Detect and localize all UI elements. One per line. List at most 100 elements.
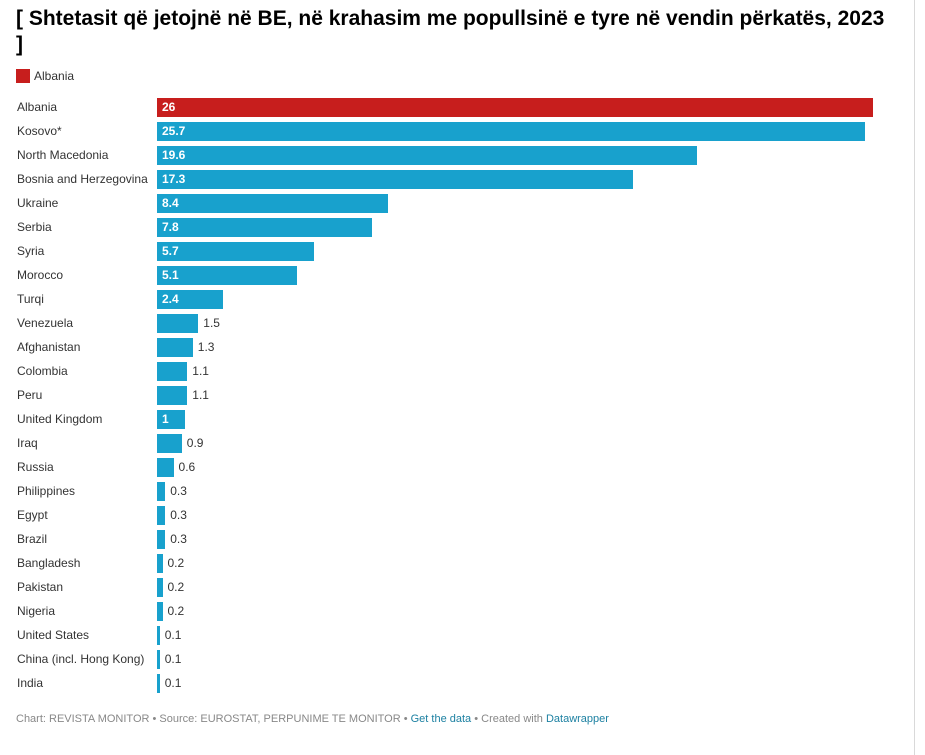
bar-row: Venezuela 1.5	[0, 311, 914, 335]
bar-row: Afghanistan 1.3	[0, 335, 914, 359]
value-label: 0.2	[167, 604, 185, 618]
footer-credit: Chart: REVISTA MONITOR	[16, 713, 150, 725]
category-label: Colombia	[17, 364, 68, 378]
bar	[157, 530, 166, 549]
value-label: 0.2	[167, 556, 185, 570]
category-label: Iraq	[17, 436, 38, 450]
value-label: 1.1	[192, 388, 209, 402]
bar	[157, 170, 634, 189]
bar-row: Peru 1.1	[0, 383, 914, 407]
value-label: 0.2	[167, 580, 185, 594]
bar	[157, 602, 163, 621]
bar	[157, 626, 160, 645]
category-label: Brazil	[17, 532, 48, 546]
bar	[157, 194, 389, 213]
bar	[157, 218, 372, 237]
bar-row: Serbia 7.8	[0, 215, 914, 239]
get-the-data-link[interactable]: Get the data	[410, 713, 472, 725]
bar-row: Iraq 0.9	[0, 431, 914, 455]
bar	[157, 146, 697, 165]
bar-row: Russia 0.6	[0, 455, 914, 479]
footer-separator: •	[149, 713, 160, 725]
bar	[157, 650, 160, 669]
value-label: 5.1	[162, 268, 179, 282]
category-label: Egypt	[17, 508, 48, 522]
value-label: 0.1	[164, 628, 182, 642]
value-label: 25.7	[162, 124, 186, 138]
bar-row: Colombia 1.1	[0, 359, 914, 383]
bar	[157, 242, 314, 261]
bar	[157, 290, 224, 309]
bar	[157, 458, 174, 477]
value-label: 0.6	[178, 460, 196, 474]
bar-row: Bangladesh 0.2	[0, 551, 914, 575]
value-label: 17.3	[162, 172, 186, 186]
value-label: 0.1	[164, 652, 182, 666]
bar-row: Kosovo* 25.7	[0, 119, 914, 143]
category-label: China (incl. Hong Kong)	[17, 652, 145, 666]
value-label: 19.6	[162, 148, 186, 162]
value-label: 0.3	[170, 484, 187, 498]
chart-title: [ Shtetasit që jetojnë në BE, në krahasi…	[16, 7, 885, 56]
bar-row: India 0.1	[0, 671, 914, 695]
legend-label: Albania	[34, 69, 75, 83]
category-label: Nigeria	[17, 604, 56, 618]
bar	[157, 386, 188, 405]
footer-separator: •	[471, 713, 482, 725]
bar	[157, 482, 166, 501]
category-label: Pakistan	[17, 580, 64, 594]
value-label: 5.7	[162, 244, 179, 258]
category-label: India	[17, 676, 44, 690]
category-label: Syria	[17, 244, 45, 258]
bar	[157, 506, 166, 525]
bar-row: Albania 26	[0, 95, 914, 119]
bar-row: Pakistan 0.2	[0, 575, 914, 599]
bar	[157, 578, 163, 597]
bar-row: North Macedonia 19.6	[0, 143, 914, 167]
category-label: Morocco	[17, 268, 64, 282]
bar-row: Brazil 0.3	[0, 527, 914, 551]
value-label: 0.3	[170, 532, 187, 546]
bar-row: Morocco 5.1	[0, 263, 914, 287]
bar	[157, 674, 160, 693]
category-label: United States	[17, 628, 90, 642]
bar	[157, 410, 185, 429]
value-label: 0.9	[186, 436, 204, 450]
bar	[157, 98, 873, 117]
bar	[157, 314, 199, 333]
bar-row: Egypt 0.3	[0, 503, 914, 527]
category-label: Philippines	[17, 484, 76, 498]
value-label: 2.4	[162, 292, 179, 306]
category-label: North Macedonia	[17, 148, 109, 162]
category-label: Bangladesh	[17, 556, 81, 570]
bar-row: Nigeria 0.2	[0, 599, 914, 623]
bar	[157, 554, 163, 573]
category-label: Serbia	[17, 220, 52, 234]
footer-source: Source: EUROSTAT, PERPUNIME TE MONITOR	[159, 713, 401, 725]
category-label: Albania	[17, 100, 58, 114]
bar-row: China (incl. Hong Kong) 0.1	[0, 647, 914, 671]
legend-swatch	[16, 69, 30, 83]
category-label: United Kingdom	[17, 412, 103, 426]
value-label: 0.3	[170, 508, 187, 522]
bar	[157, 338, 193, 357]
bar-chart: Albania 26 Kosovo* 25.7 North Macedonia 19.6 B…	[0, 95, 914, 695]
category-label: Russia	[17, 460, 54, 474]
category-label: Turqi	[17, 292, 44, 306]
bar-row: Ukraine 8.4	[0, 191, 914, 215]
footer-created-with: Created with	[481, 713, 543, 725]
bar-row: Bosnia and Herzegovina 17.3	[0, 167, 914, 191]
bar-row: Syria 5.7	[0, 239, 914, 263]
bar-row: Turqi 2.4	[0, 287, 914, 311]
legend: Albania	[16, 69, 74, 83]
datawrapper-link[interactable]: Datawrapper	[545, 713, 609, 725]
bar-row: United States 0.1	[0, 623, 914, 647]
bar	[157, 266, 298, 285]
category-label: Ukraine	[17, 196, 59, 210]
bar	[157, 362, 188, 381]
bar	[157, 434, 182, 453]
value-label: 8.4	[162, 196, 179, 210]
value-label: 1.5	[203, 316, 220, 330]
bar-row: United Kingdom 1	[0, 407, 914, 431]
value-label: 1	[162, 412, 169, 426]
